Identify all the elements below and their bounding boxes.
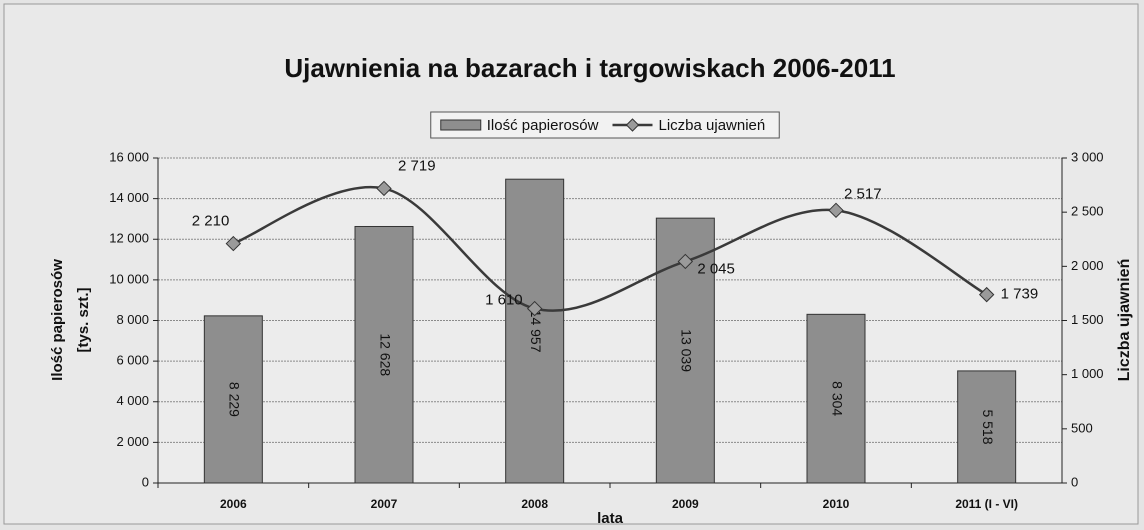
y2-tick-label: 2 500 bbox=[1071, 204, 1104, 219]
bar-value-label: 14 957 bbox=[528, 310, 544, 353]
y-tick-label: 10 000 bbox=[109, 271, 149, 286]
x-tick-label: 2010 bbox=[823, 497, 850, 511]
y-axis-label: Ilość papierosów bbox=[49, 259, 66, 381]
y-tick-label: 0 bbox=[142, 474, 149, 489]
y2-tick-label: 2 000 bbox=[1071, 258, 1104, 273]
y-tick-label: 8 000 bbox=[116, 312, 149, 327]
line-value-label: 1 739 bbox=[1001, 286, 1039, 303]
bar bbox=[354, 225, 414, 484]
y-tick-label: 16 000 bbox=[109, 149, 149, 164]
bar-value-label: 5 518 bbox=[980, 409, 996, 444]
line-marker bbox=[677, 253, 694, 270]
line-marker bbox=[978, 286, 995, 303]
line-value-label: 2 045 bbox=[697, 260, 735, 277]
x-tick-label: 2008 bbox=[521, 497, 548, 511]
line-value-label: 1 610 bbox=[485, 292, 523, 309]
y2-tick-label: 1 000 bbox=[1071, 366, 1104, 381]
legend-marker bbox=[625, 118, 640, 132]
y-tick-label: 2 000 bbox=[116, 434, 149, 449]
line-marker bbox=[376, 180, 392, 197]
chart-title: Ujawnienia na bazarach i targowiskach 20… bbox=[284, 53, 895, 83]
bar-value-label: 12 628 bbox=[377, 333, 393, 376]
bar bbox=[505, 178, 565, 484]
line-marker bbox=[225, 235, 242, 252]
bar bbox=[806, 313, 866, 484]
y-axis-label: [tys. szt.] bbox=[75, 287, 92, 352]
legend-label: Liczba ujawnień bbox=[658, 117, 765, 134]
bar bbox=[203, 315, 263, 484]
legend-box bbox=[430, 111, 780, 139]
y2-axis-label: Liczba ujawnień bbox=[1116, 259, 1133, 382]
x-tick-label: 2009 bbox=[672, 497, 699, 511]
bar-value-label: 8 229 bbox=[227, 382, 243, 417]
y2-tick-label: 3 000 bbox=[1071, 149, 1104, 164]
line-value-label: 2 719 bbox=[398, 157, 436, 174]
y-tick-label: 6 000 bbox=[116, 353, 149, 368]
line-marker bbox=[828, 202, 844, 219]
bar-value-label: 13 039 bbox=[679, 329, 695, 372]
line bbox=[232, 185, 988, 312]
y-tick-label: 4 000 bbox=[116, 393, 149, 408]
y-tick-label: 14 000 bbox=[109, 190, 149, 205]
bar-value-label: 8 304 bbox=[829, 381, 845, 416]
line-value-label: 2 210 bbox=[192, 213, 230, 230]
x-tick-label: 2006 bbox=[220, 497, 247, 511]
y-tick-label: 12 000 bbox=[109, 231, 149, 246]
x-tick-label: 2011 (I - VI) bbox=[955, 497, 1018, 511]
y2-tick-label: 500 bbox=[1071, 420, 1093, 435]
y2-tick-label: 1 500 bbox=[1071, 312, 1104, 327]
legend-label: Ilość papierosów bbox=[487, 117, 599, 134]
y2-tick-label: 0 bbox=[1071, 474, 1078, 489]
bar bbox=[957, 370, 1017, 484]
x-axis-label: lata bbox=[597, 510, 624, 527]
legend-swatch bbox=[440, 119, 482, 131]
x-tick-label: 2007 bbox=[371, 497, 398, 511]
line-marker bbox=[526, 300, 543, 317]
line-value-label: 2 517 bbox=[844, 185, 882, 202]
